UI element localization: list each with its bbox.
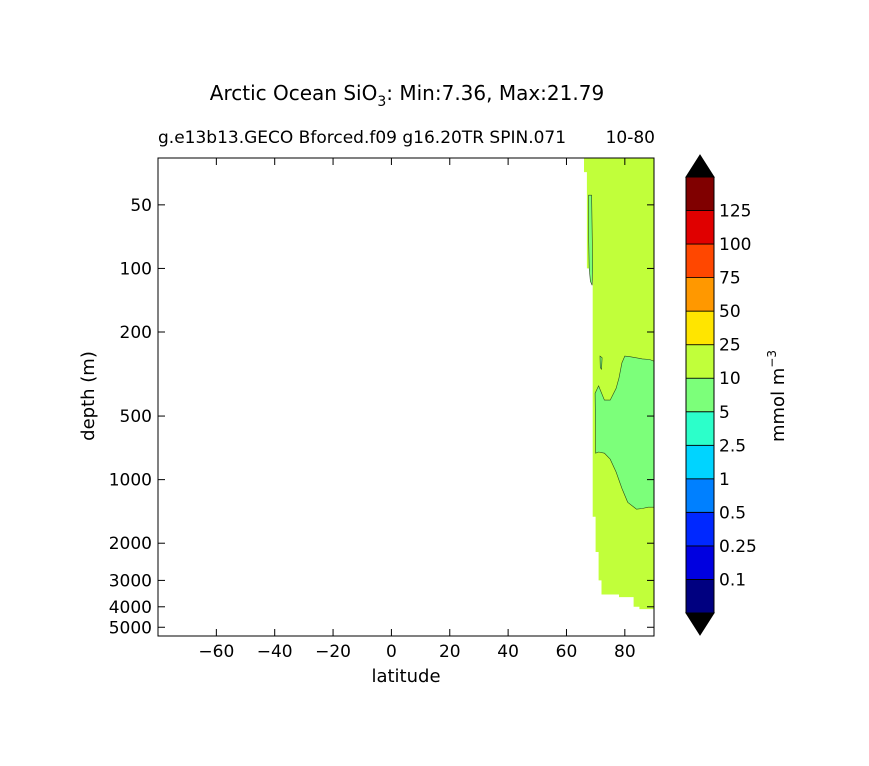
- colorbar-segment: [685, 478, 715, 513]
- y-tick-label: 5000: [109, 618, 152, 638]
- colorbar-segment: [685, 243, 715, 279]
- colorbar-tick-label: 0.5: [719, 503, 746, 523]
- y-tick-label: 200: [120, 323, 152, 343]
- x-tick-label: 0: [386, 642, 397, 662]
- colorbar-tick-label: 0.25: [719, 537, 757, 557]
- colorbar-tick-label: 50: [719, 302, 741, 322]
- chart-title-suffix: : Min:7.36, Max:21.79: [386, 81, 604, 105]
- x-tick-label: 20: [439, 642, 461, 662]
- colorbar-segment: [685, 377, 715, 413]
- colorbar-label-base: mmol m: [768, 368, 789, 442]
- plot-background: [158, 158, 654, 636]
- colorbar-tick-label: 5: [719, 403, 730, 423]
- y-axis-label: depth (m): [78, 351, 99, 441]
- colorbar-frame: [685, 176, 715, 614]
- chart-subtitle-right: 10-80: [606, 128, 655, 148]
- colorbar-segment: [685, 512, 715, 547]
- contour-region-5-10-1: [594, 355, 654, 510]
- x-tick-label: 60: [556, 642, 578, 662]
- colorbar-segment: [685, 310, 715, 346]
- y-tick-label: 50: [130, 196, 152, 216]
- colorbar: 0.1 0.25 0.5 1 2.5 5 10 25 50 75 100 125: [685, 154, 757, 636]
- colorbar-segment: [685, 579, 715, 614]
- y-tick-label: 2000: [109, 534, 152, 554]
- colorbar-tick-label: 1: [719, 470, 730, 490]
- colorbar-segment: [685, 545, 715, 580]
- chart-title-subscript: 3: [377, 94, 386, 110]
- chart-title: Arctic Ocean SiO3: Min:7.36, Max:21.79: [210, 81, 604, 110]
- colorbar-label: mmol m−3: [765, 350, 789, 442]
- x-tick-label: −40: [257, 642, 293, 662]
- colorbar-label-exponent: −3: [765, 350, 779, 368]
- colorbar-segment: [685, 176, 715, 211]
- colorbar-tick-label: 100: [719, 235, 751, 255]
- y-tick-label: 500: [120, 407, 152, 427]
- contour-region-5-10-3: [599, 355, 603, 371]
- colorbar-segment: [685, 344, 715, 379]
- y-tick-label: 1000: [109, 471, 152, 491]
- chart-subtitle-left: g.e13b13.GECO Bforced.f09 g16.20TR SPIN.…: [158, 128, 566, 148]
- colorbar-extend-min: [685, 612, 715, 636]
- colorbar-tick-label: 10: [719, 369, 741, 389]
- colorbar-segment: [685, 411, 715, 446]
- colorbar-extend-max: [685, 154, 715, 178]
- contour-region-5-10-2: [588, 194, 594, 286]
- y-tick-label: 3000: [109, 571, 152, 591]
- plot-frame: [157, 157, 655, 637]
- colorbar-segment: [685, 210, 715, 245]
- x-tick-label: −60: [198, 642, 234, 662]
- colorbar-segment: [685, 444, 715, 480]
- contour-field: [584, 158, 654, 610]
- colorbar-tick-label: 25: [719, 336, 741, 356]
- colorbar-tick-label: 75: [719, 269, 741, 289]
- colorbar-tick-label: 125: [719, 202, 751, 222]
- chart-title-prefix: Arctic Ocean SiO: [210, 81, 378, 105]
- x-axis: −60 −40 −20 0 20 40 60 80: [198, 158, 636, 662]
- colorbar-segment: [685, 277, 715, 312]
- x-tick-label: 80: [614, 642, 636, 662]
- x-tick-label: −20: [315, 642, 351, 662]
- y-tick-label: 100: [120, 259, 152, 279]
- colorbar-tick-label: 2.5: [719, 436, 746, 456]
- y-tick-label: 4000: [109, 598, 152, 618]
- x-axis-label: latitude: [371, 666, 440, 687]
- x-tick-label: 40: [497, 642, 519, 662]
- colorbar-tick-label: 0.1: [719, 571, 746, 591]
